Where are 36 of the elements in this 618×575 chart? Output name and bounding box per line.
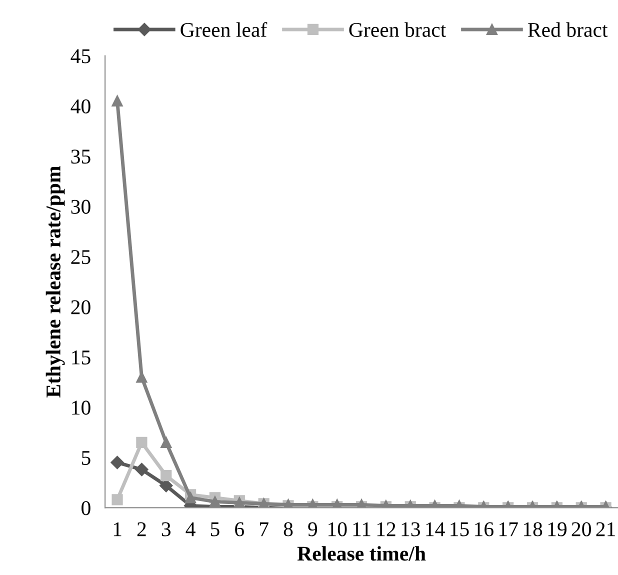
x-tick-label: 11 xyxy=(353,522,370,536)
x-tick-label: 17 xyxy=(500,522,518,536)
x-tick-label: 5 xyxy=(210,522,220,536)
x-tick-label: 19 xyxy=(548,522,566,536)
x-tick-label: 8 xyxy=(284,522,293,536)
y-tick-label: 45 xyxy=(70,49,90,64)
x-tick-label: 16 xyxy=(475,522,494,536)
x-tick-label: 14 xyxy=(426,522,445,536)
x-tick-label: 1 xyxy=(114,522,122,536)
y-tick-label: 10 xyxy=(72,400,90,415)
x-tick-label: 2 xyxy=(137,522,146,536)
x-tick-label: 12 xyxy=(377,522,396,536)
x-tick-label: 21 xyxy=(596,522,615,536)
legend-label: Green leaf xyxy=(180,22,268,37)
x-tick-label: 13 xyxy=(402,522,420,536)
x-axis-title: Release time/h xyxy=(297,546,426,561)
y-tick-label: 40 xyxy=(70,99,90,114)
x-tick-label: 3 xyxy=(162,522,171,536)
y-tick-label: 35 xyxy=(71,150,90,164)
x-tick-label: 18 xyxy=(524,522,542,536)
x-tick-label: 20 xyxy=(572,522,591,536)
y-axis-title: Ethylene release rate/ppm xyxy=(46,166,65,398)
y-tick-label: 25 xyxy=(71,250,90,264)
x-tick-label: 9 xyxy=(308,522,318,536)
y-tick-label: 20 xyxy=(71,300,90,314)
legend-label: Red bract xyxy=(528,22,608,37)
y-tick-label: 15 xyxy=(72,350,90,365)
legend-label: Green bract xyxy=(349,22,446,37)
x-tick-label: 7 xyxy=(260,522,268,536)
y-tick-label: 0 xyxy=(82,501,90,516)
x-tick-label: 6 xyxy=(235,522,244,536)
x-tick-label: 15 xyxy=(450,522,469,536)
x-tick-label: 10 xyxy=(328,522,347,536)
y-tick-label: 30 xyxy=(71,200,90,214)
x-tick-label: 4 xyxy=(186,522,196,536)
y-tick-label: 5 xyxy=(82,451,90,465)
